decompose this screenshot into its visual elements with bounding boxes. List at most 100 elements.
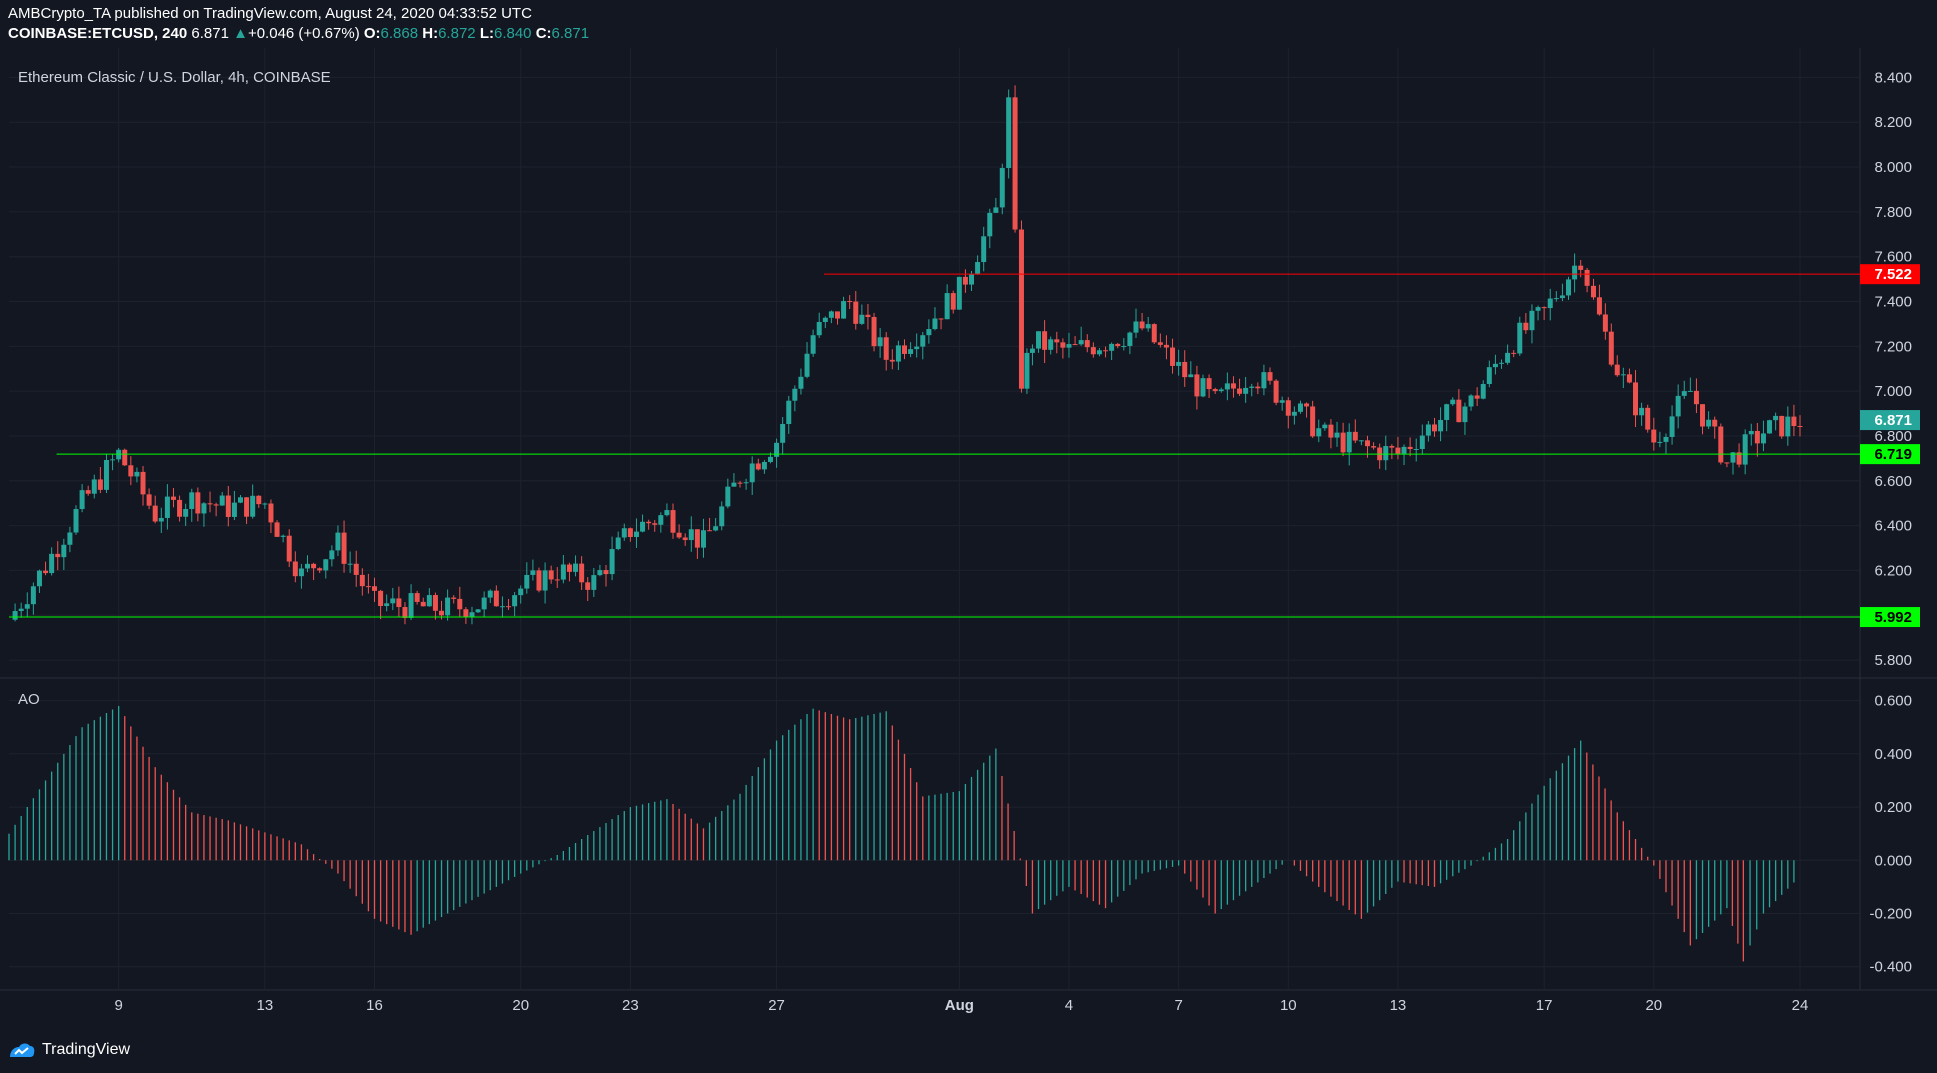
- candle-body: [55, 553, 61, 558]
- candle-body: [146, 494, 152, 506]
- candle-body: [268, 503, 274, 523]
- up-arrow-icon: ▲: [233, 25, 248, 42]
- candle-body: [1486, 367, 1492, 385]
- candle-body: [256, 495, 262, 505]
- candle-body: [798, 376, 804, 389]
- candle-body: [1559, 295, 1565, 299]
- candle-body: [451, 597, 457, 599]
- low-label: L:: [479, 25, 494, 42]
- candle-body: [573, 563, 579, 572]
- candle-body: [621, 528, 627, 538]
- candle-body: [646, 521, 652, 524]
- candle-body: [956, 276, 962, 310]
- candle-body: [396, 598, 402, 608]
- candle-body: [1200, 378, 1206, 397]
- candle-body: [1657, 441, 1663, 443]
- candle-body: [883, 337, 889, 360]
- candle-body: [305, 563, 310, 569]
- candle-body: [877, 337, 883, 347]
- candle-body: [1133, 321, 1139, 333]
- candle-body: [1724, 462, 1730, 464]
- candle-body: [670, 510, 676, 533]
- candle-body: [640, 521, 646, 532]
- candle-body: [1371, 446, 1377, 448]
- candle-body: [311, 563, 317, 569]
- candle-body: [1645, 407, 1651, 430]
- candle-body: [1224, 383, 1230, 390]
- candle-body: [97, 479, 103, 490]
- candle-body: [1675, 395, 1681, 417]
- candle-body: [975, 262, 981, 275]
- candle-body: [981, 236, 987, 263]
- candle-body: [774, 442, 780, 457]
- candle-body: [1407, 446, 1413, 450]
- candle-body: [1602, 314, 1608, 332]
- candle-body: [1316, 428, 1322, 437]
- candle-body: [49, 553, 55, 574]
- ao-tick-label: -0.400: [1869, 959, 1912, 976]
- candle-body: [12, 611, 18, 620]
- candle-body: [1499, 362, 1504, 364]
- ao-tick-label: 0.400: [1874, 746, 1912, 763]
- candle-body: [700, 530, 706, 548]
- candle-body: [213, 504, 219, 506]
- candle-body: [932, 318, 938, 330]
- candle-body: [804, 353, 810, 377]
- candle-body: [713, 526, 719, 531]
- candle-body: [1730, 452, 1736, 463]
- candle-body: [542, 570, 548, 591]
- candle-body: [408, 593, 414, 618]
- support-price-label: 6.719: [1874, 446, 1912, 463]
- candle-body: [1718, 426, 1724, 463]
- candle-body: [591, 575, 597, 590]
- candle-body: [103, 460, 109, 490]
- candle-body: [908, 349, 914, 354]
- candle-body: [536, 570, 542, 591]
- candle-body: [237, 497, 243, 503]
- candle-body: [36, 570, 42, 587]
- candle-body: [987, 212, 993, 237]
- candle-body: [676, 532, 682, 538]
- candle-body: [201, 503, 207, 514]
- time-tick-label: 20: [1645, 997, 1662, 1014]
- candle-body: [85, 490, 91, 494]
- candle-body: [1310, 406, 1316, 437]
- candle-body: [822, 317, 828, 322]
- candle-body: [1334, 432, 1340, 438]
- high-value: 6.872: [438, 25, 476, 42]
- tradingview-footer[interactable]: TradingView: [8, 1038, 130, 1062]
- candle-body: [1042, 331, 1048, 350]
- candle-body: [177, 499, 183, 517]
- candle-body: [548, 570, 554, 580]
- candle-body: [280, 535, 286, 537]
- price-tick-label: 6.800: [1874, 428, 1912, 445]
- candle-body: [274, 522, 280, 537]
- candle-body: [1596, 297, 1602, 315]
- candle-body: [524, 574, 530, 589]
- candle-body: [67, 532, 73, 545]
- candle-body: [962, 276, 968, 285]
- candle-body: [463, 609, 469, 618]
- candle-body: [244, 497, 250, 517]
- candle-body: [627, 528, 633, 537]
- candle-body: [1687, 390, 1693, 392]
- candle-body: [286, 535, 292, 562]
- symbol-label[interactable]: COINBASE:ETCUSD, 240: [8, 25, 188, 42]
- candle-body: [189, 492, 195, 509]
- candle-body: [1145, 324, 1151, 329]
- candle-body: [1529, 310, 1535, 331]
- candle-body: [853, 301, 859, 324]
- candle-body: [566, 564, 572, 572]
- candle-body: [506, 606, 512, 608]
- candle-body: [1029, 348, 1035, 353]
- price-tick-label: 7.400: [1874, 294, 1912, 311]
- candle-body: [1480, 384, 1486, 399]
- candle-body: [1206, 378, 1212, 390]
- candle-body: [1712, 419, 1718, 427]
- candle-body: [761, 461, 767, 470]
- candle-body: [170, 496, 176, 500]
- candle-body: [1328, 424, 1334, 438]
- candle-body: [865, 314, 871, 317]
- ao-tick-label: 0.600: [1874, 693, 1912, 710]
